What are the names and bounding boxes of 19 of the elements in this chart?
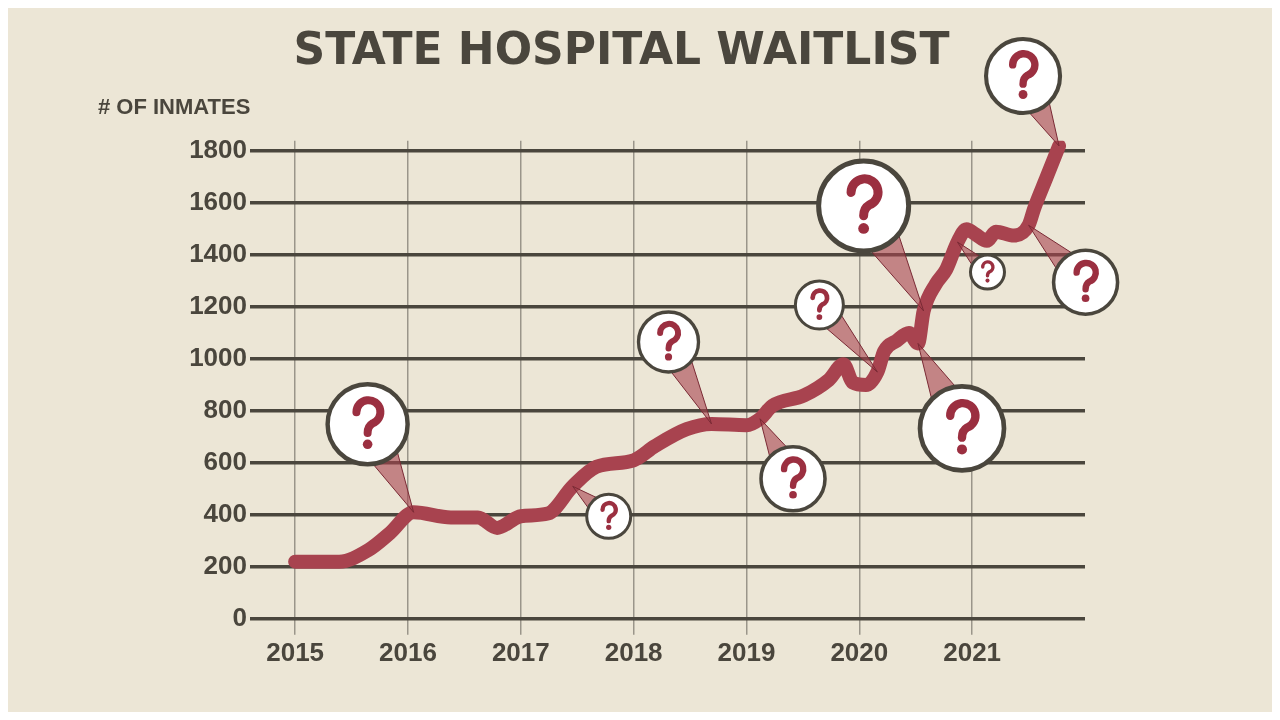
y-tick-label: 0: [232, 601, 247, 632]
y-tick-label: 200: [203, 550, 247, 581]
y-tick-label: 600: [203, 446, 247, 477]
x-tick-label: 2020: [830, 636, 889, 667]
x-tick-label: 2021: [943, 636, 1002, 667]
y-tick-label: 1800: [189, 134, 247, 165]
y-tick-label: 400: [203, 498, 247, 529]
x-tick-label: 2015: [266, 636, 325, 667]
chart-title: STATE HOSPITAL WAITLIST: [293, 22, 950, 74]
y-tick-label: 800: [203, 394, 247, 425]
x-tick-label: 2017: [491, 636, 550, 667]
x-tick-label: 2019: [717, 636, 776, 667]
x-tick-label: 2018: [604, 636, 663, 667]
y-tick-label: 1600: [189, 186, 247, 217]
y-tick-label: 1000: [189, 342, 247, 373]
y-axis-title: # OF INMATES: [98, 93, 251, 119]
y-tick-label: 1200: [189, 290, 247, 321]
x-tick-label: 2016: [379, 636, 437, 667]
y-tick-label: 1400: [189, 238, 247, 269]
